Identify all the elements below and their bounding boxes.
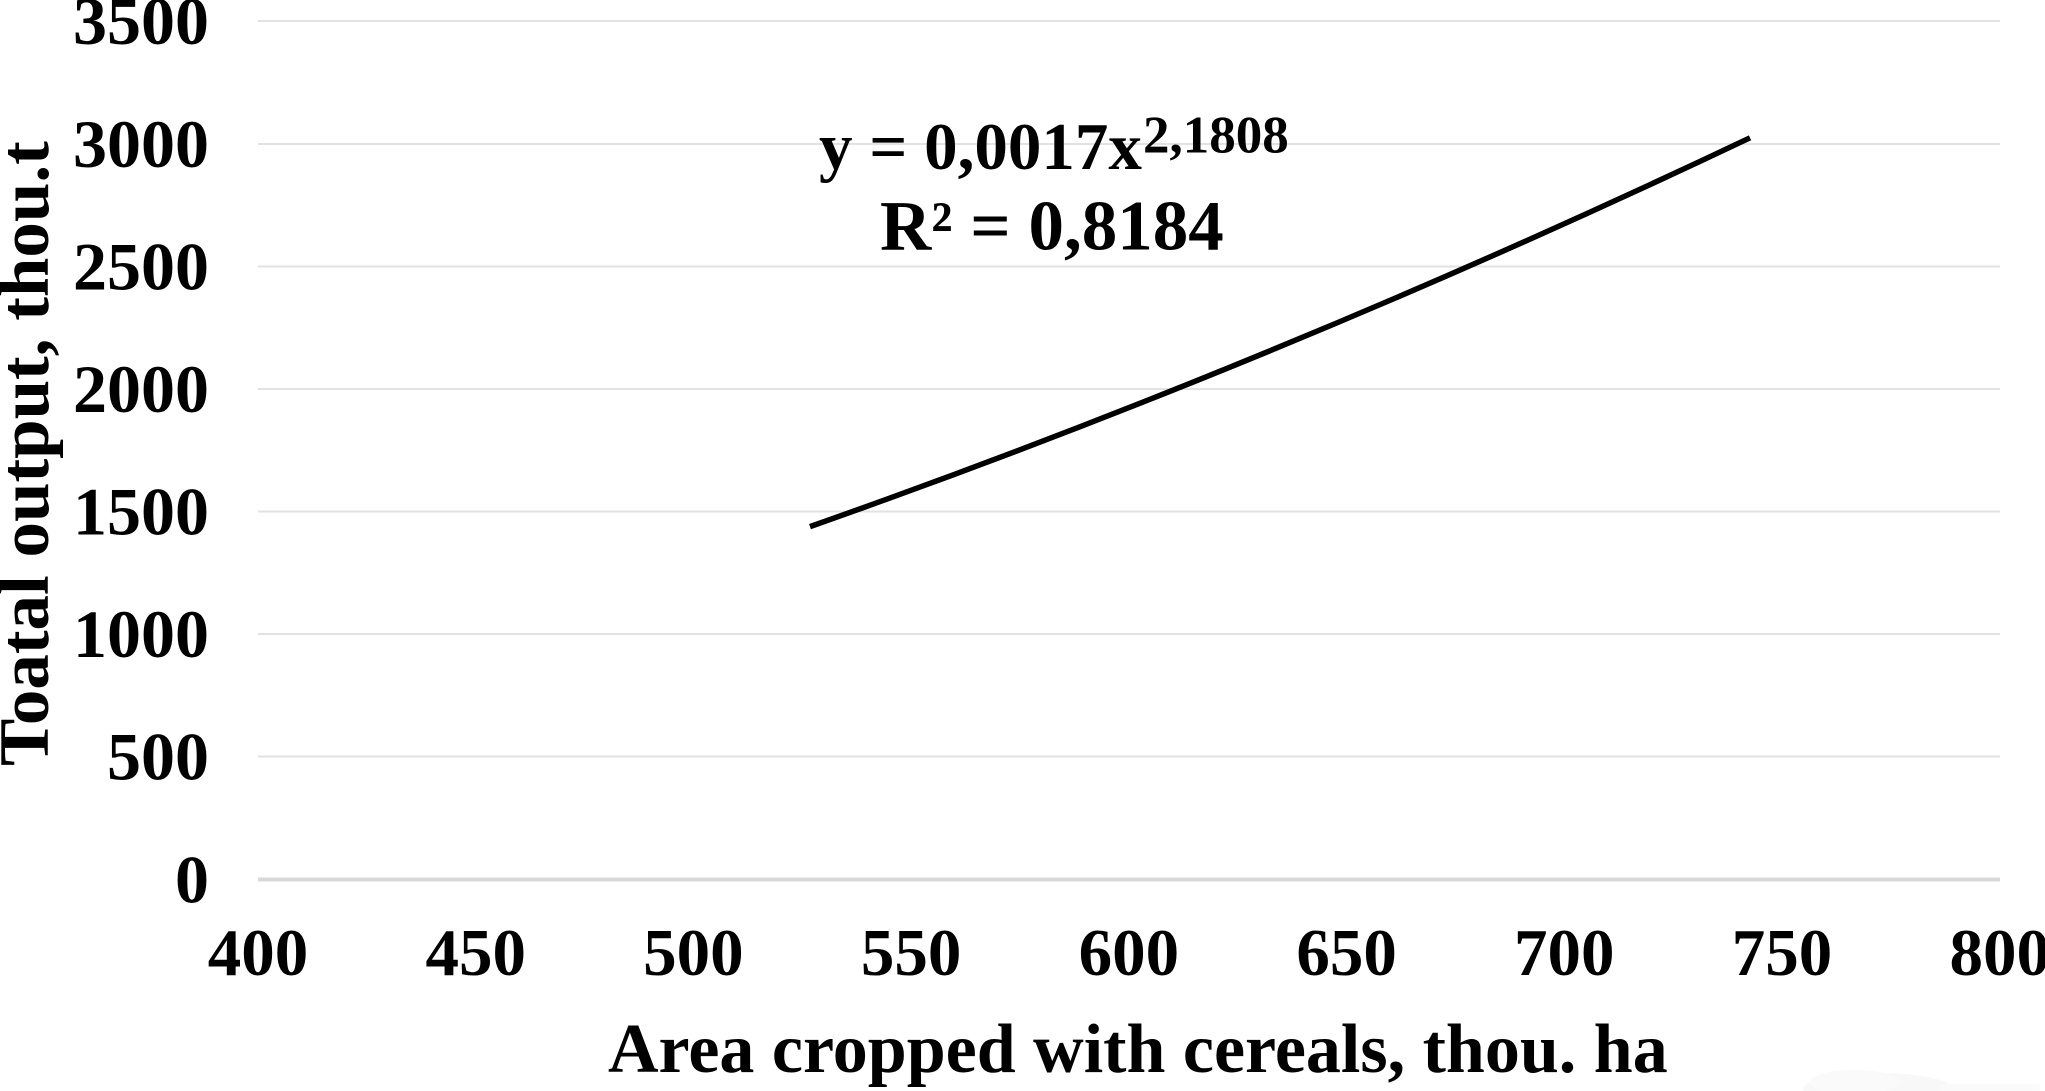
svg-text:600: 600 bbox=[1079, 916, 1180, 990]
svg-text:450: 450 bbox=[425, 916, 526, 990]
svg-text:1500: 1500 bbox=[73, 474, 209, 550]
svg-text:700: 700 bbox=[1514, 916, 1615, 990]
svg-text:650: 650 bbox=[1296, 916, 1397, 990]
svg-text:R² = 0,8184: R² = 0,8184 bbox=[880, 188, 1224, 266]
svg-text:3000: 3000 bbox=[73, 106, 209, 182]
svg-text:2500: 2500 bbox=[73, 229, 209, 305]
svg-text:2,1808: 2,1808 bbox=[1143, 107, 1289, 165]
svg-text:2000: 2000 bbox=[73, 351, 209, 427]
svg-text:500: 500 bbox=[107, 719, 209, 795]
svg-text:Area cropped with cereals, tho: Area cropped with cereals, thou. ha bbox=[608, 1011, 1668, 1088]
svg-text:800: 800 bbox=[1949, 916, 2045, 990]
svg-text:3500: 3500 bbox=[73, 0, 209, 59]
svg-text:750: 750 bbox=[1732, 916, 1833, 990]
svg-text:y = 0,0017x: y = 0,0017x bbox=[819, 110, 1142, 184]
svg-text:Toatal output, thou.t: Toatal output, thou.t bbox=[0, 141, 64, 766]
svg-text:1000: 1000 bbox=[73, 596, 209, 672]
svg-text:0: 0 bbox=[175, 842, 209, 918]
svg-text:550: 550 bbox=[861, 916, 962, 990]
svg-text:500: 500 bbox=[643, 916, 744, 990]
svg-text:400: 400 bbox=[208, 916, 309, 990]
